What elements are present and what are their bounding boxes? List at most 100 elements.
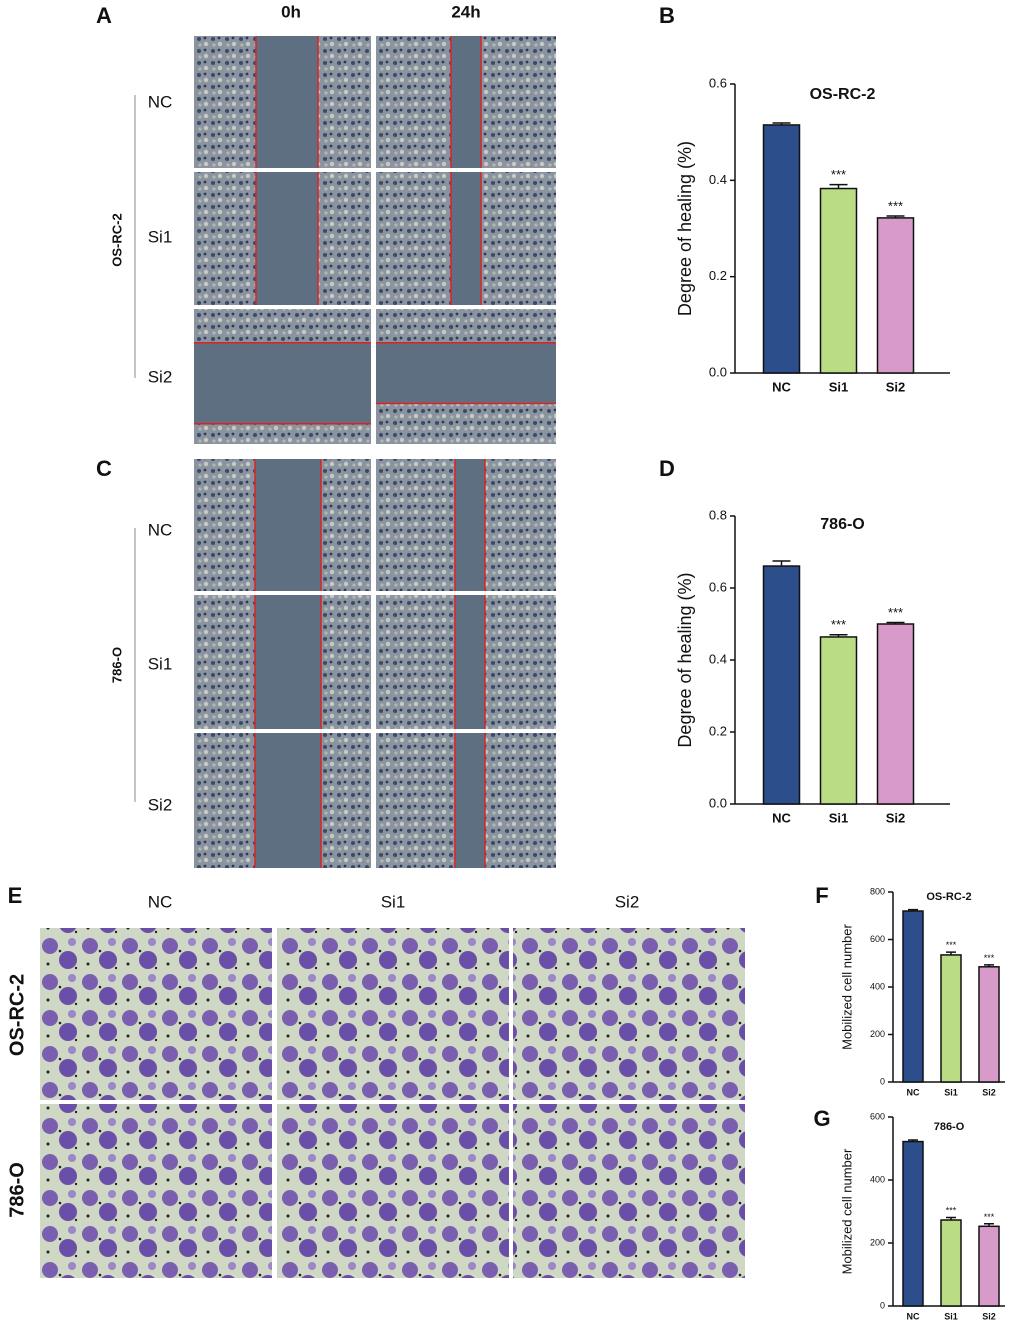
- column-label: NC: [148, 892, 173, 911]
- wound-gap: [194, 342, 371, 424]
- error-bar: [908, 908, 918, 911]
- x-tick-label: Si2: [982, 1087, 996, 1097]
- wound-gap: [455, 733, 485, 868]
- significance-label: ***: [984, 1212, 995, 1222]
- y-tick-label: 400: [870, 1174, 885, 1184]
- error-bar: [984, 1223, 994, 1227]
- y-tick-label: 200: [870, 1029, 885, 1039]
- panel-letter: E: [8, 883, 23, 908]
- column-label: Si1: [381, 892, 406, 911]
- error-bar: [886, 621, 905, 624]
- wound-gap: [455, 459, 485, 591]
- error-bar: [772, 122, 791, 125]
- y-axis-label: Mobilized cell number: [839, 1148, 854, 1274]
- y-tick-label: 0.2: [709, 268, 727, 283]
- x-tick-label: Si1: [944, 1311, 958, 1321]
- panel-letter: C: [96, 456, 112, 481]
- x-tick-label: Si1: [829, 810, 849, 825]
- wound-gap: [376, 342, 556, 404]
- x-tick-label: NC: [907, 1087, 920, 1097]
- panel-letter: A: [96, 3, 112, 28]
- significance-label: ***: [946, 1206, 957, 1216]
- column-label: Si2: [615, 892, 640, 911]
- x-tick-label: NC: [772, 379, 791, 394]
- row-label: Si2: [148, 367, 173, 386]
- y-tick-label: 0: [880, 1300, 885, 1310]
- row-label: 786-O: [6, 1162, 28, 1218]
- bar: [876, 217, 915, 374]
- chart-title: 786-O: [820, 516, 864, 533]
- x-tick-label: NC: [772, 810, 791, 825]
- significance-label: ***: [984, 953, 995, 963]
- significance-label: ***: [831, 167, 846, 182]
- y-tick-label: 0.4: [709, 172, 727, 187]
- row-label: Si1: [148, 227, 173, 246]
- y-tick-label: 600: [870, 1111, 885, 1121]
- y-tick-label: 0.0: [709, 364, 727, 379]
- y-tick-label: 200: [870, 1237, 885, 1247]
- bar: [762, 565, 801, 805]
- error-bar: [829, 634, 848, 637]
- y-tick-label: 0.2: [709, 723, 727, 738]
- bar: [940, 1219, 962, 1307]
- significance-label: ***: [888, 605, 903, 620]
- error-bar: [829, 183, 848, 189]
- x-tick-label: NC: [907, 1311, 920, 1321]
- transwell-image: [277, 928, 509, 1100]
- panel-letter: D: [659, 456, 675, 481]
- row-label: NC: [148, 92, 173, 111]
- group-label: OS-RC-2: [109, 213, 124, 266]
- bar: [940, 954, 962, 1083]
- row-label: OS-RC-2: [6, 974, 28, 1056]
- transwell-image: [513, 1104, 745, 1278]
- y-tick-label: 600: [870, 934, 885, 944]
- significance-label: ***: [831, 617, 846, 632]
- row-label: Si2: [148, 795, 173, 814]
- x-tick-label: Si2: [982, 1311, 996, 1321]
- chart-title: OS-RC-2: [926, 891, 971, 903]
- significance-label: ***: [946, 940, 957, 950]
- x-tick-label: Si2: [886, 379, 906, 394]
- panel-letter: G: [813, 1106, 830, 1131]
- panel-letter: B: [659, 3, 675, 28]
- bar: [978, 966, 1000, 1083]
- y-tick-label: 0.0: [709, 795, 727, 810]
- y-axis-label: Degree of healing (%): [675, 141, 695, 316]
- error-bar: [772, 560, 791, 567]
- y-tick-label: 0.4: [709, 651, 727, 666]
- wound-gap: [256, 172, 318, 305]
- y-axis-label: Mobilized cell number: [839, 923, 854, 1049]
- wound-gap: [451, 172, 481, 305]
- wound-gap: [256, 36, 318, 168]
- column-label: 0h: [281, 2, 301, 21]
- transwell-image: [277, 1104, 509, 1278]
- wound-gap: [455, 595, 485, 729]
- y-tick-label: 0.6: [709, 579, 727, 594]
- y-axis-label: Degree of healing (%): [675, 572, 695, 747]
- wound-gap: [255, 595, 321, 729]
- wound-gap: [451, 36, 481, 168]
- bar: [762, 124, 801, 374]
- x-tick-label: Si1: [829, 379, 849, 394]
- error-bar: [908, 1139, 918, 1142]
- bar: [819, 187, 858, 374]
- y-tick-label: 800: [870, 886, 885, 896]
- column-label: 24h: [451, 2, 480, 21]
- panel-letter: F: [815, 883, 828, 908]
- bar: [819, 636, 858, 805]
- bar: [902, 1140, 924, 1307]
- row-label: Si1: [148, 654, 173, 673]
- y-tick-label: 0.6: [709, 75, 727, 90]
- y-tick-label: 0: [880, 1076, 885, 1086]
- x-tick-label: Si1: [944, 1087, 958, 1097]
- transwell-image: [40, 928, 272, 1100]
- error-bar: [984, 964, 994, 967]
- bar: [876, 623, 915, 805]
- transwell-image: [513, 928, 745, 1100]
- wound-gap: [255, 459, 321, 591]
- error-bar: [886, 215, 905, 218]
- group-label: 786-O: [109, 647, 124, 683]
- chart-title: OS-RC-2: [810, 86, 876, 103]
- wound-gap: [255, 733, 321, 868]
